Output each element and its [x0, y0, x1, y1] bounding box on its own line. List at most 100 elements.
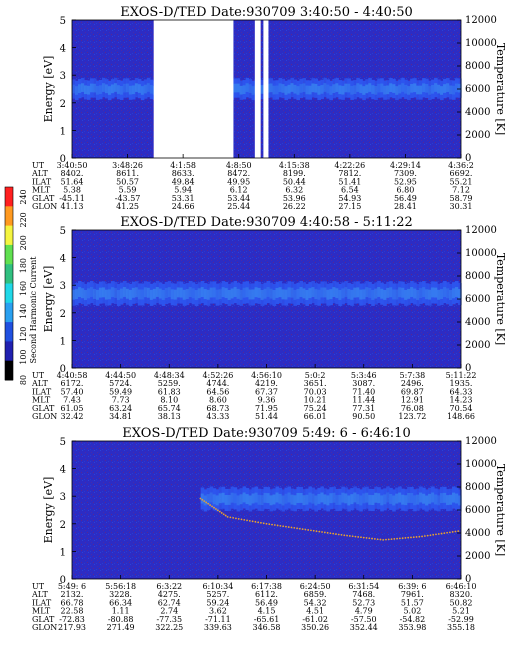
- heatmap-core-strip: [74, 289, 79, 300]
- y2-axis-label: Temperature [K]: [494, 43, 505, 135]
- heatmap-core-strip: [206, 494, 211, 504]
- heatmap-core-strip: [344, 287, 348, 297]
- table-cell: 67.37: [255, 387, 278, 396]
- table-cell: 322.25: [155, 623, 183, 632]
- heatmap-core-strip: [290, 287, 295, 298]
- heatmap-core-strip: [263, 288, 268, 299]
- heatmap-core-strip: [134, 287, 139, 298]
- heatmap-band-strip: [386, 486, 390, 509]
- table-row-label: UT: [32, 371, 45, 380]
- heatmap-core-strip: [383, 289, 387, 300]
- heatmap-core-strip: [179, 287, 184, 298]
- y-tick-label: 4: [60, 465, 66, 476]
- colorbar-tick: 120: [19, 327, 28, 342]
- heatmap-core-strip: [440, 289, 444, 300]
- temperature-point: [298, 527, 301, 530]
- table-row-label: ILAT: [32, 598, 52, 607]
- table-cell: 56.49: [394, 194, 417, 203]
- table-cell: 61.83: [158, 387, 181, 396]
- table-cell: 90.50: [352, 412, 375, 421]
- heatmap-core-strip: [395, 289, 399, 300]
- table-cell: 50.57: [116, 177, 139, 186]
- temperature-point: [432, 533, 435, 536]
- heatmap-core-strip: [383, 85, 387, 95]
- heatmap-core-strip: [218, 289, 223, 300]
- table-cell: 8.60: [209, 396, 227, 405]
- table-cell: 6:24:50: [300, 582, 331, 591]
- heatmap-core-strip: [269, 83, 274, 93]
- colorbar-swatch: [5, 264, 13, 284]
- heatmap-core-strip: [299, 287, 304, 297]
- heatmap-band-strip: [242, 281, 247, 304]
- table-row-label: GLON: [32, 202, 57, 211]
- heatmap-core-strip: [251, 493, 256, 504]
- temperature-point: [385, 538, 387, 541]
- heatmap-core-strip: [104, 289, 109, 300]
- heatmap-core-strip: [407, 492, 411, 503]
- chart-title: EXOS-D/TED Date:930709 3:40:50 - 4:40:50: [120, 5, 413, 20]
- y-axis-label: Energy [eV]: [42, 477, 55, 544]
- heatmap-core-strip: [410, 493, 414, 503]
- heatmap-band-strip: [365, 281, 369, 304]
- colorbar-tick: 200: [19, 235, 28, 250]
- heatmap-core-strip: [377, 287, 381, 297]
- table-cell: 58.79: [450, 194, 473, 203]
- heatmap-core-strip: [260, 289, 265, 300]
- heatmap-core-strip: [113, 288, 118, 298]
- table-cell: 62.74: [158, 598, 181, 607]
- heatmap-core-strip: [371, 85, 375, 94]
- heatmap-band-strip: [278, 78, 283, 98]
- heatmap-core-strip: [284, 86, 289, 95]
- heatmap-core-strip: [80, 83, 85, 92]
- table-cell: 123.72: [398, 412, 426, 421]
- heatmap-core-strip: [392, 84, 396, 93]
- heatmap-core-strip: [272, 494, 277, 505]
- heatmap-core-strip: [416, 85, 420, 95]
- heatmap-core-strip: [233, 493, 238, 504]
- y2-tick-label: 12000: [465, 436, 497, 447]
- temperature-point: [265, 522, 268, 525]
- table-cell: 5:7:38: [400, 371, 426, 380]
- table-cell: -52.99: [448, 615, 474, 624]
- table-cell: 64.56: [206, 387, 229, 396]
- heatmap-band-strip: [302, 78, 306, 98]
- heatmap-core-strip: [452, 85, 456, 95]
- heatmap-core-strip: [149, 289, 154, 300]
- heatmap-core-strip: [404, 289, 408, 300]
- heatmap-core-strip: [389, 83, 393, 92]
- heatmap-core-strip: [146, 83, 151, 92]
- heatmap-core-strip: [308, 288, 312, 299]
- heatmap-core-strip: [305, 494, 309, 505]
- table-cell: 4:22:26: [334, 161, 365, 170]
- temperature-point: [271, 523, 273, 526]
- temperature-point: [285, 525, 287, 528]
- temperature-point: [329, 532, 332, 535]
- heatmap-core-strip: [278, 493, 283, 504]
- table-cell: 6:46:10: [446, 582, 477, 591]
- heatmap-core-strip: [116, 85, 121, 94]
- table-cell: 64.33: [450, 387, 473, 396]
- heatmap-core-strip: [98, 287, 103, 298]
- heatmap-core-strip: [377, 493, 381, 504]
- table-cell: 50.82: [450, 598, 473, 607]
- temperature-point: [243, 518, 246, 521]
- heatmap-core-strip: [359, 289, 363, 300]
- heatmap-core-strip: [308, 492, 312, 503]
- table-cell: -77.35: [156, 615, 182, 624]
- colorbar-tick: 180: [19, 258, 28, 273]
- chart-panel: EXOS-D/TED Date:930709 5:49: 6 - 6:46:10…: [31, 426, 505, 632]
- heatmap-core-strip: [413, 83, 417, 93]
- heatmap-core-strip: [449, 85, 453, 95]
- temperature-point: [332, 532, 335, 535]
- table-cell: 5.21: [452, 607, 470, 616]
- heatmap-band-strip: [281, 489, 286, 512]
- orbit-table: UT 4:40:58 4:44:50 4:48:34 4:52:26 4:56:10 5:0…: [31, 371, 476, 421]
- table-cell: 3:40:50: [57, 161, 88, 170]
- heatmap-core-strip: [239, 85, 244, 95]
- table-cell: 30.31: [450, 202, 473, 211]
- colorbar-label: Second Harmonic Current: [29, 256, 38, 364]
- temperature-point: [254, 520, 257, 523]
- orbit-table: UT 5:49: 6 5:56:18 6:3:22 6:10:34 6:17:38 6:24…: [31, 582, 476, 632]
- heatmap-core-strip: [128, 289, 133, 300]
- heatmap-band-strip: [395, 283, 399, 306]
